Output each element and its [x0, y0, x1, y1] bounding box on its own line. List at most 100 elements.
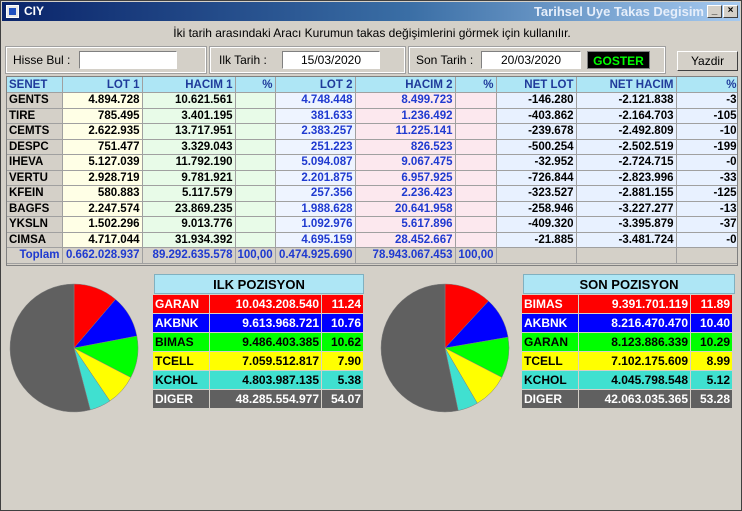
- son-pozisyon-pie-chart: [380, 283, 510, 413]
- position-value: 4.803.987.135: [209, 370, 322, 390]
- table-cell-pct2: [455, 108, 497, 124]
- table-cell-hacim2: 11.225.141: [355, 123, 456, 140]
- table-cell-net-lot: -32.952: [496, 154, 577, 171]
- list-item[interactable]: BIMAS 9.391.701.119 11.89: [521, 294, 733, 314]
- list-item[interactable]: TCELL 7.102.175.609 8.99: [521, 351, 733, 371]
- header-col-pct2[interactable]: %: [455, 77, 497, 93]
- total-cell-lot1: 0.662.028.937: [62, 247, 143, 264]
- hisse-search-input[interactable]: [79, 51, 177, 69]
- list-item[interactable]: DIGER 42.063.035.365 53.28: [521, 389, 733, 409]
- table-row[interactable]: GENTS 4.894.728 10.621.561 4.748.448 8.499.7…: [7, 92, 737, 109]
- header-col-pct3[interactable]: %: [676, 77, 737, 93]
- table-cell-net-lot: -409.320: [496, 216, 577, 233]
- list-item[interactable]: DIGER 48.285.554.977 54.07: [152, 389, 364, 409]
- table-row[interactable]: TIRE 785.495 3.401.195 381.633 1.236.492 -403…: [7, 108, 737, 124]
- table-row[interactable]: YKSLN 1.502.296 9.013.776 1.092.976 5.617.89…: [7, 216, 737, 233]
- table-cell-pct3: -105: [676, 108, 737, 124]
- ilk-tarih-field[interactable]: 15/03/2020: [282, 51, 380, 69]
- yazdir-button[interactable]: Yazdir: [677, 51, 738, 71]
- table-cell-hacim2: 826.523: [355, 139, 456, 155]
- header-col-lot1[interactable]: LOT 1: [62, 77, 143, 93]
- table-cell-pct2: [455, 154, 497, 171]
- table-cell-hacim2: 5.617.896: [355, 216, 456, 233]
- position-name: DIGER: [152, 389, 210, 409]
- table-cell-net-lot: -726.844: [496, 170, 577, 186]
- total-cell-pct2: 100,00: [455, 247, 497, 264]
- table-cell-pct3: -3: [676, 92, 737, 109]
- header-col-hacim2[interactable]: HACIM 2: [355, 77, 456, 93]
- table-cell-hacim2: 20.641.958: [355, 201, 456, 217]
- table-row[interactable]: KFEIN 580.883 5.117.579 257.356 2.236.423 -32…: [7, 185, 737, 202]
- list-item[interactable]: AKBNK 9.613.968.721 10.76: [152, 313, 364, 333]
- table-cell-pct3: -0: [676, 154, 737, 171]
- total-cell-hacim1: 89.292.635.578: [142, 247, 236, 264]
- table-cell-hacim1: 9.781.921: [142, 170, 236, 186]
- table-cell-lot2: 4.748.448: [275, 92, 356, 109]
- table-cell-pct2: [455, 232, 497, 248]
- header-col-lot2[interactable]: LOT 2: [275, 77, 356, 93]
- close-icon[interactable]: ×: [723, 5, 738, 18]
- list-item[interactable]: KCHOL 4.803.987.135 5.38: [152, 370, 364, 390]
- ilk-tarih-label: Ilk Tarih :: [219, 53, 267, 67]
- list-item[interactable]: AKBNK 8.216.470.470 10.40: [521, 313, 733, 333]
- table-cell-lot1: 1.502.296: [62, 216, 143, 233]
- list-item[interactable]: BIMAS 9.486.403.385 10.62: [152, 332, 364, 352]
- goster-button[interactable]: GOSTER: [587, 51, 650, 69]
- table-cell-net-lot: -239.678: [496, 123, 577, 140]
- table-cell-net-lot: -323.527: [496, 185, 577, 202]
- table-cell-net-lot: -500.254: [496, 139, 577, 155]
- header-col-net-lot[interactable]: NET LOT: [496, 77, 577, 93]
- header-col-senet[interactable]: SENET: [7, 77, 63, 93]
- table-cell-net-lot: -403.862: [496, 108, 577, 124]
- header-col-net-hacim[interactable]: NET HACIM: [576, 77, 677, 93]
- takas-grid[interactable]: SENET LOT 1 HACIM 1% LOT 2 HACIM 2% NET LOT NE…: [6, 76, 738, 266]
- table-row[interactable]: IHEVA 5.127.039 11.792.190 5.094.087 9.067.4…: [7, 154, 737, 171]
- position-percent: 5.12: [690, 370, 733, 390]
- table-row[interactable]: CEMTS 2.622.935 13.717.951 2.383.257 11.225.…: [7, 123, 737, 140]
- header-col-hacim1[interactable]: HACIM 1: [142, 77, 236, 93]
- position-value: 7.059.512.817: [209, 351, 322, 371]
- header-col-pct1[interactable]: %: [235, 77, 276, 93]
- table-row[interactable]: CIMSA 4.717.044 31.934.392 4.695.159 28.452.…: [7, 232, 737, 248]
- position-value: 8.123.886.339: [578, 332, 691, 352]
- ilk-pozisyon-table: GARAN 10.043.208.540 11.24 AKBNK 9.613.968.7…: [152, 294, 364, 409]
- position-percent: 7.90: [321, 351, 364, 371]
- table-cell-hacim2: 6.957.925: [355, 170, 456, 186]
- position-name: BIMAS: [152, 332, 210, 352]
- table-cell-senet: CEMTS: [7, 123, 63, 140]
- minimize-icon[interactable]: _: [707, 5, 722, 18]
- table-cell-pct1: [235, 185, 276, 202]
- table-cell-net-hacim: -3.395.879: [576, 216, 677, 233]
- table-row[interactable]: BAGFS 2.247.574 23.869.235 1.988.628 20.641.…: [7, 201, 737, 217]
- position-percent: 8.99: [690, 351, 733, 371]
- table-cell-lot1: 2.247.574: [62, 201, 143, 217]
- list-item[interactable]: GARAN 8.123.886.339 10.29: [521, 332, 733, 352]
- table-cell-senet: TIRE: [7, 108, 63, 124]
- list-item[interactable]: KCHOL 4.045.798.548 5.12: [521, 370, 733, 390]
- list-item[interactable]: GARAN 10.043.208.540 11.24: [152, 294, 364, 314]
- table-cell-net-hacim: -2.164.703: [576, 108, 677, 124]
- table-cell-net-lot: -146.280: [496, 92, 577, 109]
- table-cell-lot1: 2.622.935: [62, 123, 143, 140]
- list-item[interactable]: TCELL 7.059.512.817 7.90: [152, 351, 364, 371]
- table-row[interactable]: VERTU 2.928.719 9.781.921 2.201.875 6.957.92…: [7, 170, 737, 186]
- table-cell-pct1: [235, 232, 276, 248]
- table-cell-pct2: [455, 139, 497, 155]
- position-value: 9.613.968.721: [209, 313, 322, 333]
- table-cell-lot2: 4.695.159: [275, 232, 356, 248]
- position-percent: 11.24: [321, 294, 364, 314]
- table-cell-pct3: -10: [676, 123, 737, 140]
- table-cell-pct2: [455, 185, 497, 202]
- table-row[interactable]: DESPC 751.477 3.329.043 251.223 826.523 -500.…: [7, 139, 737, 155]
- position-name: KCHOL: [152, 370, 210, 390]
- table-cell-lot2: 251.223: [275, 139, 356, 155]
- table-cell-hacim2: 9.067.475: [355, 154, 456, 171]
- table-cell-senet: KFEIN: [7, 185, 63, 202]
- son-tarih-field[interactable]: 20/03/2020: [481, 51, 581, 69]
- table-cell-hacim2: 2.236.423: [355, 185, 456, 202]
- ilk-pozisyon-pie-chart: [9, 283, 139, 413]
- table-cell-lot2: 2.201.875: [275, 170, 356, 186]
- table-cell-hacim1: 3.401.195: [142, 108, 236, 124]
- title-bar[interactable]: CIY Tarihsel Uye Takas Degisim _ ×: [2, 2, 740, 21]
- position-value: 8.216.470.470: [578, 313, 691, 333]
